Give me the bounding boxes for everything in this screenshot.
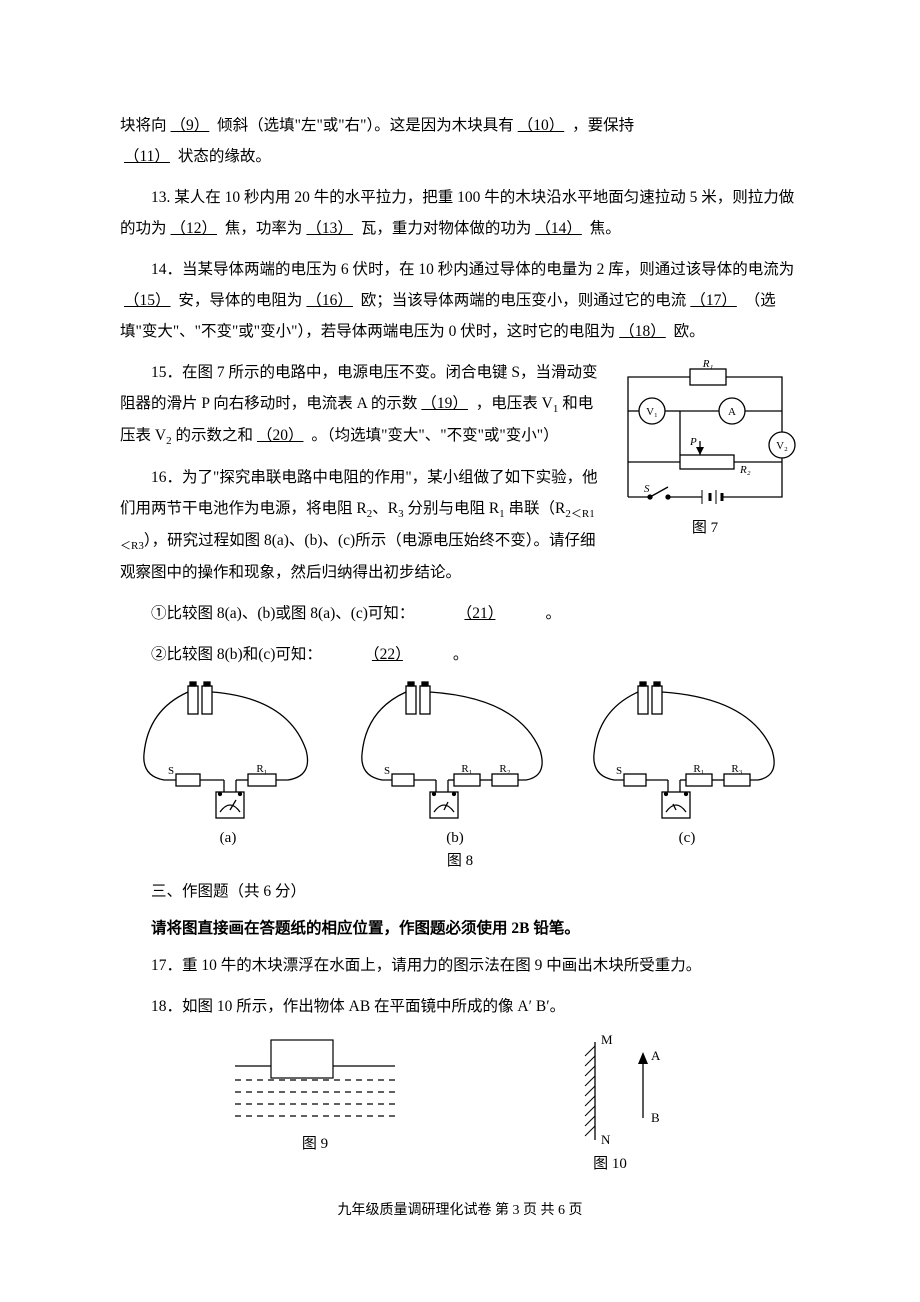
q18: 18．如图 10 所示，作出物体 AB 在平面镜中所成的像 A′ B′。 <box>120 991 800 1022</box>
experiment-setup-icon: S R₁ R₂ <box>350 680 560 830</box>
text: 状态的缘故。 <box>178 148 271 165</box>
text: 分别与电阻 R <box>404 500 500 517</box>
q16-line1: ①比较图 8(a)、(b)或图 8(a)、(c)可知：（21）。 <box>120 598 800 629</box>
blank-15: （15） <box>120 292 175 309</box>
svg-text:R₁: R₁ <box>702 358 714 370</box>
svg-text:R₁: R₁ <box>256 763 267 775</box>
figure-8a: S R₁ (a) <box>128 680 328 847</box>
blank-14: （14） <box>531 220 586 237</box>
text: 欧。 <box>674 323 705 340</box>
text: 的示数之和 <box>172 427 253 444</box>
q14: 14．当某导体两端的电压为 6 伏时，在 10 秒内通过导体的电量为 2 库，则… <box>120 254 800 347</box>
svg-text:R₃: R₃ <box>731 763 742 775</box>
svg-text:S: S <box>616 765 622 777</box>
figure-9-10-row: 图 9 <box>120 1032 800 1173</box>
blank-9: （9） <box>167 117 214 134</box>
text: 块将向 <box>120 117 167 134</box>
text: ，要保持 <box>572 117 634 134</box>
svg-text:M: M <box>601 1032 613 1047</box>
mirror-diagram-icon: M N A B <box>525 1032 695 1152</box>
text: ①比较图 8(a)、(b)或图 8(a)、(c)可知： <box>151 605 414 622</box>
figure-7: R₁ V₁ A V₂ R₂ <box>610 357 800 537</box>
experiment-setup-icon: S R₁ R₃ <box>582 680 792 830</box>
text: 倾斜（选填"左"或"右"）。这是因为木块具有 <box>217 117 514 134</box>
text: 串联（R <box>505 500 566 517</box>
circuit-diagram-icon: R₁ V₁ A V₂ R₂ <box>610 357 800 507</box>
blank-10: （10） <box>514 117 569 134</box>
figure-8b: S R₁ R₂ (b) <box>350 680 560 847</box>
svg-text:A: A <box>651 1048 661 1063</box>
text: 焦，功率为 <box>225 220 303 237</box>
blank-17: （17） <box>686 292 741 309</box>
figure-10: M N A B 图 10 <box>525 1032 695 1173</box>
text: ），研究过程如图 8(a)、(b)、(c)所示（电源电压始终不变）。请仔细观察图… <box>120 532 595 581</box>
text: 。（均选填"变大"、"不变"或"变小"） <box>311 427 558 444</box>
q17: 17．重 10 牛的木块漂浮在水面上，请用力的图示法在图 9 中画出木块所受重力… <box>120 950 800 981</box>
svg-text:V₁: V₁ <box>646 406 658 418</box>
svg-text:V₂: V₂ <box>776 440 788 452</box>
figure-8-caption: 图 8 <box>120 849 800 870</box>
q16-line2: ②比较图 8(b)和(c)可知：（22）。 <box>120 639 800 670</box>
text: 14．当某导体两端的电压为 6 伏时，在 10 秒内通过导体的电量为 2 库，则… <box>151 261 794 278</box>
blank-20: （20） <box>253 427 308 444</box>
blank-12: （12） <box>167 220 222 237</box>
svg-text:B: B <box>651 1110 660 1125</box>
text: 、R <box>372 500 398 517</box>
blank-19: （19） <box>417 395 472 412</box>
section-3-title: 三、作图题（共 6 分） <box>120 876 800 907</box>
text: 。 <box>453 646 469 663</box>
svg-text:S: S <box>168 765 174 777</box>
blank-11: （11） <box>120 148 174 165</box>
figure-8a-label: (a) <box>128 830 328 847</box>
figure-8-row: S R₁ (a) <box>128 680 792 847</box>
blank-16: （16） <box>302 292 357 309</box>
figure-9: 图 9 <box>225 1032 405 1173</box>
text: ②比较图 8(b)和(c)可知： <box>151 646 322 663</box>
blank-22: （22） <box>322 646 453 663</box>
exam-page: 块将向（9） 倾斜（选填"左"或"右"）。这是因为木块具有（10） ，要保持 （… <box>0 0 920 1302</box>
svg-text:S: S <box>384 765 390 777</box>
text: 欧；当该导体两端的电压变小，则通过它的电流 <box>361 292 687 309</box>
text: 瓦，重力对物体做的功为 <box>361 220 532 237</box>
svg-text:R₁: R₁ <box>461 763 472 775</box>
q13: 13. 某人在 10 秒内用 20 牛的水平拉力，把重 100 牛的木块沿水平地… <box>120 182 800 244</box>
figure-8c: S R₁ R₃ (c) <box>582 680 792 847</box>
svg-text:R₁: R₁ <box>693 763 704 775</box>
svg-text:P: P <box>689 436 697 448</box>
svg-text:S: S <box>644 483 650 495</box>
experiment-setup-icon: S R₁ <box>128 680 328 830</box>
block-on-water-icon <box>225 1032 405 1132</box>
page-footer: 九年级质量调研理化试卷 第 3 页 共 6 页 <box>120 1199 800 1219</box>
q12-tail: 块将向（9） 倾斜（选填"左"或"右"）。这是因为木块具有（10） ，要保持 （… <box>120 110 800 172</box>
blank-13: （13） <box>302 220 357 237</box>
text: 焦。 <box>590 220 621 237</box>
figure-9-caption: 图 9 <box>225 1132 405 1153</box>
text: ，电压表 V <box>476 395 553 412</box>
text: 安，导体的电阻为 <box>178 292 302 309</box>
svg-text:N: N <box>601 1132 611 1147</box>
figure-10-caption: 图 10 <box>525 1152 695 1173</box>
figure-7-caption: 图 7 <box>610 516 800 537</box>
svg-text:A: A <box>728 406 736 418</box>
blank-21: （21） <box>414 605 545 622</box>
figure-8c-label: (c) <box>582 830 792 847</box>
text: 。 <box>545 605 561 622</box>
svg-text:R₂: R₂ <box>499 763 510 775</box>
blank-18: （18） <box>615 323 670 340</box>
figure-8b-label: (b) <box>350 830 560 847</box>
section-3-instruction: 请将图直接画在答题纸的相应位置，作图题必须使用 2B 铅笔。 <box>120 913 800 944</box>
svg-text:R₂: R₂ <box>739 464 751 476</box>
